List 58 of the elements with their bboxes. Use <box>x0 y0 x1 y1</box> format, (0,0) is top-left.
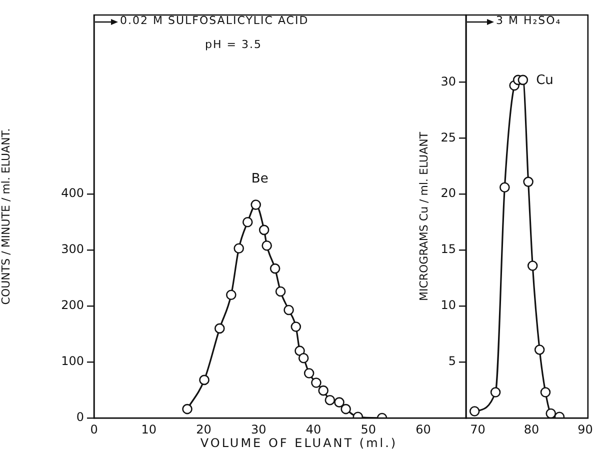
point <box>534 344 545 355</box>
x-tick-label: 20 <box>196 422 212 436</box>
annotation: pH = 3.5 <box>205 38 262 51</box>
x-tick-label: 60 <box>416 422 431 436</box>
x-tick-label: 50 <box>360 422 376 436</box>
y-tick-label: 30 <box>440 74 456 88</box>
point <box>242 216 253 228</box>
point <box>311 378 322 388</box>
x-tick-label: 0 <box>90 422 98 436</box>
x-tick-label: 30 <box>250 422 266 436</box>
y-tick-label: 5 <box>448 354 456 368</box>
point <box>275 286 286 297</box>
x-tick-label: 70 <box>470 422 486 436</box>
y-tick-label: 300 <box>61 242 84 256</box>
point <box>500 182 510 193</box>
point <box>258 224 270 236</box>
point <box>334 397 344 408</box>
point <box>199 374 210 386</box>
point <box>304 368 314 378</box>
x-tick-label: 40 <box>306 422 322 436</box>
point <box>270 263 280 274</box>
point <box>284 304 294 316</box>
x-tick-label: 10 <box>141 422 157 436</box>
y-axis-title: COUNTS / MINUTE / ml. ELUANT. <box>0 128 12 305</box>
point <box>518 74 528 86</box>
y-tick-label: 200 <box>61 298 84 312</box>
point <box>214 323 225 334</box>
y-axis-title: MICROGRAMS Cu / ml. ELUANT <box>417 132 430 302</box>
y-tick-label: 15 <box>440 242 456 256</box>
point <box>469 406 480 416</box>
series-label: Cu <box>536 72 554 88</box>
annotation: 0.02 M SULFOSALICYLIC ACID <box>120 14 309 27</box>
point <box>262 240 272 251</box>
x-tick-label: 90 <box>578 422 593 436</box>
y-tick-label: 10 <box>440 298 456 312</box>
series-label: Be <box>251 172 268 187</box>
point <box>324 394 336 406</box>
point <box>298 352 309 364</box>
y-tick-label: 25 <box>440 130 456 144</box>
x-tick-label: 80 <box>524 422 540 436</box>
x-axis-title: VOLUME OF ELUANT (ml.) <box>199 436 399 450</box>
y-tick-label: 20 <box>440 186 456 200</box>
point <box>546 408 556 418</box>
point <box>527 260 538 271</box>
point <box>290 322 302 332</box>
point <box>523 176 534 187</box>
point <box>182 404 192 414</box>
annotation: 3 M H₂SO₄ <box>496 14 562 27</box>
point <box>234 243 244 254</box>
point <box>490 387 501 398</box>
y-tick-label: 400 <box>61 186 84 200</box>
point <box>318 385 328 396</box>
y-tick-label: 100 <box>61 354 84 368</box>
y-tick-label: 0 <box>76 410 84 424</box>
point <box>226 290 236 300</box>
point <box>340 404 351 414</box>
point <box>540 387 551 398</box>
point <box>250 200 262 210</box>
